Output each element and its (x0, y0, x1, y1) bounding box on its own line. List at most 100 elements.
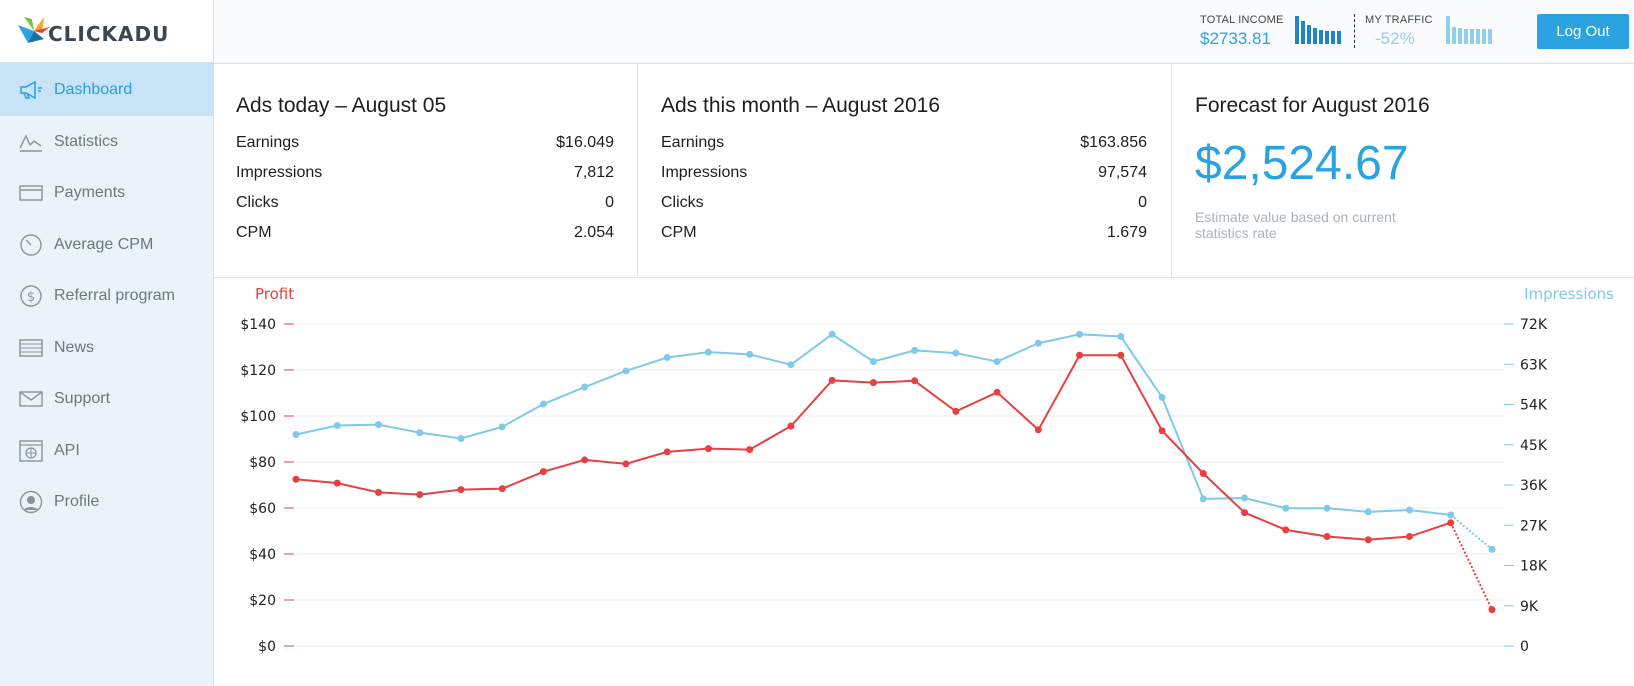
data-point-impressions (993, 358, 1001, 366)
data-point-impressions (1364, 508, 1372, 516)
brand-logo[interactable]: CLICKADU (0, 0, 213, 63)
stats-panels: Ads today – August 05 Earnings $16.049 Im… (214, 64, 1634, 278)
data-point-profit (1447, 519, 1455, 527)
today-panel: Ads today – August 05 Earnings $16.049 Im… (236, 64, 614, 277)
month-row-clicks: Clicks 0 (661, 194, 1147, 211)
sidebar-item-statistics[interactable]: Statistics (0, 116, 213, 168)
spark-bar (1307, 25, 1311, 44)
data-point-impressions (1199, 495, 1207, 503)
logout-button[interactable]: Log Out (1537, 14, 1629, 49)
right-tick-label: 36K (1520, 478, 1548, 494)
data-point-profit (1488, 606, 1496, 614)
data-point-profit (663, 448, 671, 456)
left-tick-label: $0 (258, 639, 276, 655)
spark-bar (1319, 30, 1323, 44)
total-income-value: $2733.81 (1200, 29, 1271, 48)
spark-bar (1325, 31, 1329, 44)
sidebar-item-label: Statistics (54, 132, 119, 150)
sidebar-item-news[interactable]: News (0, 322, 213, 374)
data-point-profit (1323, 533, 1331, 541)
right-tick-label: 9K (1520, 599, 1539, 615)
sidebar-item-dashboard[interactable]: Dashboard (0, 63, 213, 116)
data-point-profit (869, 379, 877, 387)
data-point-impressions (457, 434, 465, 442)
sidebar-item-profile[interactable]: Profile (0, 477, 213, 529)
data-point-profit (1076, 351, 1084, 359)
data-point-impressions (292, 430, 300, 438)
today-row-earnings: Earnings $16.049 (236, 134, 614, 151)
spark-bar (1452, 27, 1456, 44)
data-point-profit (787, 422, 795, 430)
data-point-impressions (1323, 504, 1331, 512)
brand-name: CLICKADU (48, 22, 170, 46)
sidebar-item-payments[interactable]: Payments (0, 168, 213, 220)
data-point-impressions (1406, 506, 1414, 514)
chart-line-icon (18, 130, 44, 154)
sidebar-item-referral-program[interactable]: $ Referral program (0, 271, 213, 323)
data-point-impressions (1447, 511, 1455, 519)
today-row-impressions: Impressions 7,812 (236, 164, 614, 181)
total-income-stat: TOTAL INCOME $2733.81 (1200, 14, 1283, 49)
traffic-stat: MY TRAFFIC -52% (1365, 14, 1433, 49)
forecast-note: Estimate value based on current statisti… (1195, 209, 1396, 241)
data-point-profit (622, 460, 630, 468)
right-tick-label: 18K (1520, 559, 1548, 575)
forecast-value: $2,524.67 (1195, 137, 1409, 190)
sidebar-item-average-cpm[interactable]: Average CPM (0, 219, 213, 271)
data-point-profit (1034, 426, 1042, 434)
spark-bar (1313, 28, 1317, 44)
data-point-profit (911, 377, 919, 385)
user-icon (18, 490, 44, 514)
spark-bar (1488, 29, 1492, 44)
spark-bar (1446, 16, 1450, 44)
today-title: Ads today – August 05 (236, 94, 447, 117)
panel-divider (637, 64, 638, 277)
spark-bar (1301, 21, 1305, 44)
traffic-label: MY TRAFFIC (1365, 14, 1433, 26)
sidebar-item-label: API (54, 441, 80, 459)
sidebar-item-support[interactable]: Support (0, 374, 213, 426)
left-tick-label: $120 (240, 363, 276, 379)
data-point-impressions (952, 349, 960, 357)
data-point-impressions (1117, 333, 1125, 341)
left-axis-title: Profit (255, 285, 294, 303)
left-tick-label: $60 (249, 501, 276, 517)
left-tick-label: $20 (249, 593, 276, 609)
forecast-panel: Forecast for August 2016 $2,524.67 Estim… (1195, 64, 1615, 277)
megaphone-icon (18, 78, 44, 102)
sidebar-item-label: News (54, 338, 95, 356)
data-point-impressions (911, 346, 919, 354)
data-point-profit (1282, 526, 1290, 534)
series-forecast-segment (1449, 522, 1493, 611)
dollar-coin-icon: $ (18, 284, 44, 308)
bird-logo-icon (14, 11, 56, 51)
data-point-profit (1199, 470, 1207, 477)
data-point-impressions (1282, 504, 1290, 512)
data-point-profit (993, 388, 1001, 396)
svg-text:$: $ (27, 290, 35, 305)
card-icon (18, 181, 44, 205)
data-point-profit (1241, 509, 1249, 517)
data-point-impressions (663, 354, 671, 362)
right-tick-label: 54K (1520, 398, 1548, 414)
panel-divider (1171, 64, 1172, 277)
today-row-clicks: Clicks 0 (236, 194, 614, 211)
total-income-label: TOTAL INCOME (1200, 14, 1284, 26)
data-point-impressions (333, 422, 341, 430)
sidebar: CLICKADU Dashboard Statistics Payments A… (0, 0, 214, 686)
spark-bar (1337, 31, 1341, 44)
month-row-earnings: Earnings $163.856 (661, 134, 1147, 151)
profit-impressions-chart: $0 $20 $40 $60 $80 $100 $120 $140 0 9K 18K 27K 36K 45… (214, 278, 1634, 686)
data-point-impressions (1241, 494, 1249, 502)
spark-bar (1331, 31, 1335, 44)
left-tick-label: $140 (240, 317, 276, 333)
right-axis-title: Impressions (1524, 285, 1614, 303)
left-tick-label: $40 (249, 547, 276, 563)
api-globe-icon (18, 439, 44, 463)
data-point-impressions (498, 423, 506, 431)
month-title: Ads this month – August 2016 (661, 94, 941, 117)
income-sparkline (1295, 16, 1341, 44)
data-point-profit (1117, 351, 1125, 359)
gauge-icon (18, 233, 44, 257)
sidebar-item-api[interactable]: API (0, 425, 213, 477)
